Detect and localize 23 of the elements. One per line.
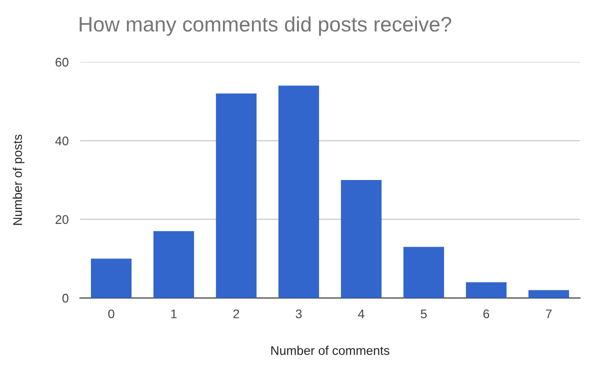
bar bbox=[403, 246, 444, 298]
y-tick-label: 20 bbox=[56, 215, 68, 224]
x-tick-label: 2 bbox=[233, 309, 240, 318]
bar bbox=[153, 231, 194, 298]
x-tick-label: 3 bbox=[296, 309, 302, 318]
y-axis-title: Number of posts bbox=[12, 134, 24, 225]
x-axis-title: Number of comments bbox=[271, 346, 390, 355]
bar bbox=[90, 258, 132, 298]
x-tick-label: 7 bbox=[546, 310, 552, 318]
bar bbox=[528, 290, 570, 298]
bar bbox=[466, 282, 507, 298]
bar bbox=[340, 180, 382, 298]
x-tick-label: 0 bbox=[108, 309, 114, 318]
chart-title: How many comments did posts receive? bbox=[80, 16, 452, 36]
x-tick-label: 5 bbox=[420, 310, 427, 318]
y-tick-label: 40 bbox=[55, 136, 68, 146]
bar bbox=[216, 93, 257, 298]
x-tick-label: 4 bbox=[358, 310, 364, 318]
y-tick-label: 0 bbox=[62, 294, 68, 303]
x-tick-label: 1 bbox=[171, 310, 177, 318]
y-tick-label: 60 bbox=[56, 58, 68, 67]
bar bbox=[278, 86, 320, 298]
x-tick-label: 6 bbox=[483, 309, 490, 318]
